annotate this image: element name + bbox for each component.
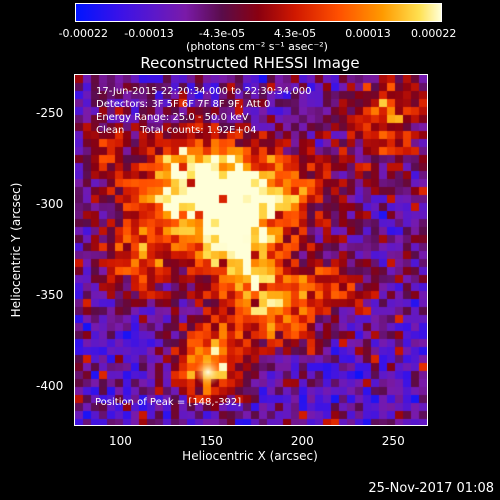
colorbar-tick-label: -4.3e-05 [198,27,246,40]
colorbar-tick-label: -0.00013 [124,27,174,40]
y-axis-label: Heliocentric Y (arcsec) [9,182,23,318]
y-tick-label: -350 [36,287,64,302]
annotation-detectors: Detectors: 3F 5F 6F 7F 8F 9F, Att 0 [96,99,271,110]
annotation-energy-range: Energy Range: 25.0 - 50.0 keV [96,112,249,123]
peak-position-label: Position of Peak = [148,-392] [95,397,242,408]
colorbar-tick-label: 0.00022 [410,27,457,40]
plot-date-stamp: 25-Nov-2017 01:08 [368,481,494,496]
colorbar [75,3,442,22]
y-tick-label: -250 [36,106,64,121]
x-tick-label: 200 [290,434,314,448]
heatmap-image [75,75,427,425]
chart-title: Reconstructed RHESSI Image [140,54,360,72]
colorbar-tick-label: 4.3e-05 [273,27,317,40]
colorbar-unit-label: (photons cm⁻² s⁻¹ asec⁻²) [186,40,328,53]
colorbar-tick-label: 0.00013 [345,27,391,40]
y-tick-label: -400 [36,378,64,393]
heatmap-plot-area [74,74,428,426]
colorbar-tick-label: -0.00022 [58,27,109,40]
x-tick-label: 150 [199,434,223,448]
annotation-total-counts: Clean Total counts: 1.92E+04 [96,125,257,136]
x-tick-label: 250 [381,434,405,448]
y-tick-label: -300 [36,197,64,212]
x-tick-label: 100 [109,434,132,448]
x-axis-label: Heliocentric X (arcsec) [182,449,318,463]
annotation-time-range: 17-Jun-2015 22:20:34.000 to 22:30:34.000 [96,86,312,97]
